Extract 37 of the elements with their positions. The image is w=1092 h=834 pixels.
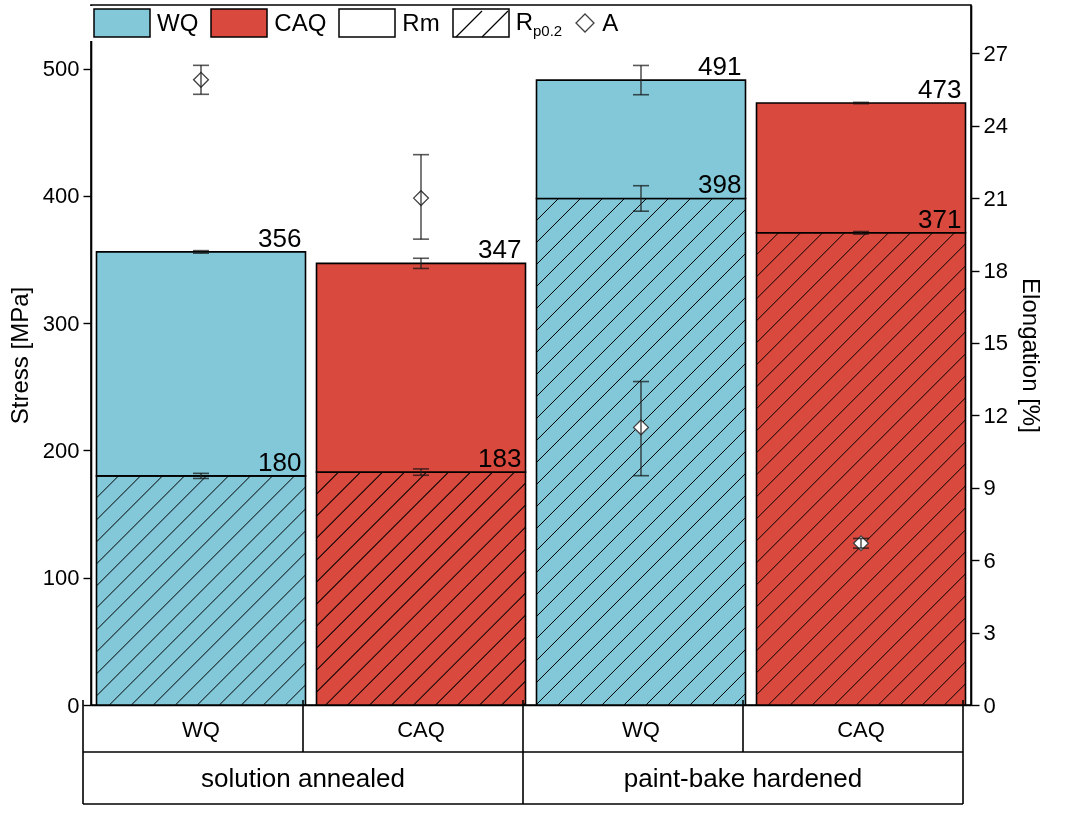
y2-tick-label: 6 [983,547,996,573]
total-label: 347 [478,234,522,265]
x-tick-label: CAQ [837,716,885,742]
category-label: CAQ [274,9,327,37]
y2-tick-label: 9 [983,475,996,501]
y-tick-label: 200 [42,437,80,463]
y-tick-label: 500 [42,56,80,82]
x-tick-label: WQ [622,716,660,742]
y-tick-label: 100 [42,565,80,591]
x-tick-label: CAQ [397,716,445,742]
y-tick-label: 400 [42,183,80,209]
y2-tick-label: 27 [983,40,1008,66]
legend-label: Rm [402,9,440,38]
text: solution annealed [201,763,405,793]
y-tick-label: 0 [67,692,80,718]
total-label: 356 [258,222,302,253]
total-label: 473 [918,74,962,104]
total-label: 491 [698,51,742,82]
y2-tick-label: 0 [983,692,996,718]
text: paint-bake hardened [623,763,863,793]
y2-tick-label: 24 [983,113,1008,139]
y-tick-label: 300 [42,310,80,336]
data-label: 180 [258,446,302,477]
y2-tick-label: 18 [983,258,1008,284]
data-label: 183 [478,443,522,474]
legend-label: A [602,9,619,38]
x-tick-label: WQ [182,716,220,742]
y2-tick-label: 15 [983,330,1008,356]
category-label: WQ [157,9,199,37]
y-axis-title: Stress [MPa] [5,286,33,425]
y2-axis-title: Elongation [%] [1017,278,1045,433]
data-label: 371 [918,203,962,234]
data-label: 398 [698,169,742,200]
y2-tick-label: 21 [983,185,1008,211]
y2-tick-label: 3 [983,620,996,646]
legend-label: R$_{p0.2}$ [515,8,563,39]
y2-tick-label: 12 [983,402,1008,428]
